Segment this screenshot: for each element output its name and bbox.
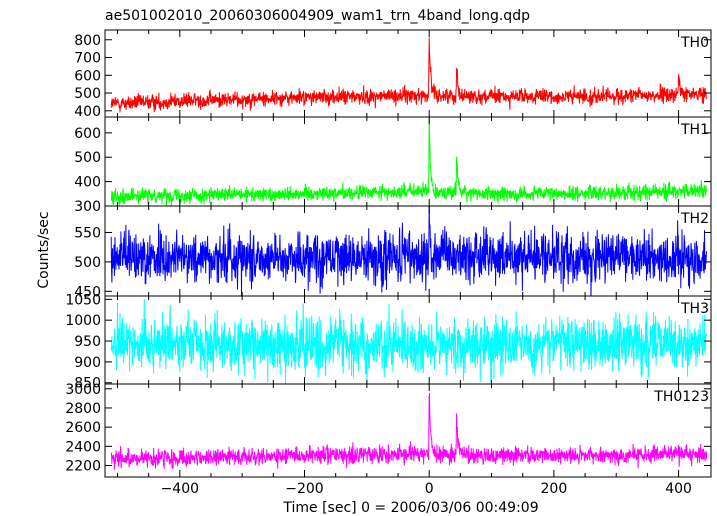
- y-tick-label: 400: [74, 175, 101, 191]
- y-tick-label: 2400: [65, 439, 101, 455]
- chart-title: ae501002010_20060306004909_wam1_trn_4ban…: [105, 8, 530, 24]
- x-tick-label: −200: [285, 481, 323, 497]
- x-tick-label: 0: [425, 481, 434, 497]
- y-tick-label: 600: [74, 68, 101, 84]
- y-tick-label: 3000: [65, 382, 101, 398]
- y-tick-label: 850: [74, 376, 101, 392]
- y-tick-label: 500: [74, 150, 101, 166]
- panel-frame: [104, 383, 712, 478]
- y-tick-label: 500: [74, 86, 101, 102]
- x-tick-label: 200: [541, 481, 568, 497]
- series-label-th0: TH0: [680, 35, 709, 51]
- series-label-th0123: TH0123: [653, 389, 709, 405]
- x-tick-label: 400: [665, 481, 692, 497]
- y-tick-label: 700: [74, 51, 101, 67]
- y-tick-label: 800: [74, 33, 101, 49]
- y-tick-label: 950: [74, 334, 101, 350]
- y-tick-label: 2800: [65, 401, 101, 417]
- y-tick-label: 550: [74, 225, 101, 241]
- series-line-th3: [110, 299, 708, 384]
- y-tick-label: 300: [74, 199, 101, 215]
- series-line-th2: [110, 206, 708, 296]
- series-line-th1: [110, 117, 708, 206]
- y-tick-label: 400: [74, 104, 101, 120]
- series-label-th3: TH3: [680, 301, 709, 317]
- y-tick-label: 600: [74, 126, 101, 142]
- series-label-th2: TH2: [680, 211, 709, 227]
- series-label-th1: TH1: [680, 122, 709, 138]
- y-tick-label: 500: [74, 255, 101, 271]
- y-tick-label: 1050: [65, 292, 101, 308]
- y-tick-label: 900: [74, 355, 101, 371]
- y-tick-label: 450: [74, 284, 101, 300]
- x-tick-label: −400: [161, 481, 199, 497]
- y-axis-label: Counts/sec: [36, 211, 52, 288]
- y-tick-label: 1000: [65, 313, 101, 329]
- y-tick-label: 2600: [65, 420, 101, 436]
- series-line-th0123: [110, 393, 708, 470]
- series-line-th0: [110, 37, 707, 113]
- x-axis-label: Time [sec] 0 = 2006/03/06 00:49:09: [282, 500, 538, 516]
- y-tick-label: 2200: [65, 458, 101, 474]
